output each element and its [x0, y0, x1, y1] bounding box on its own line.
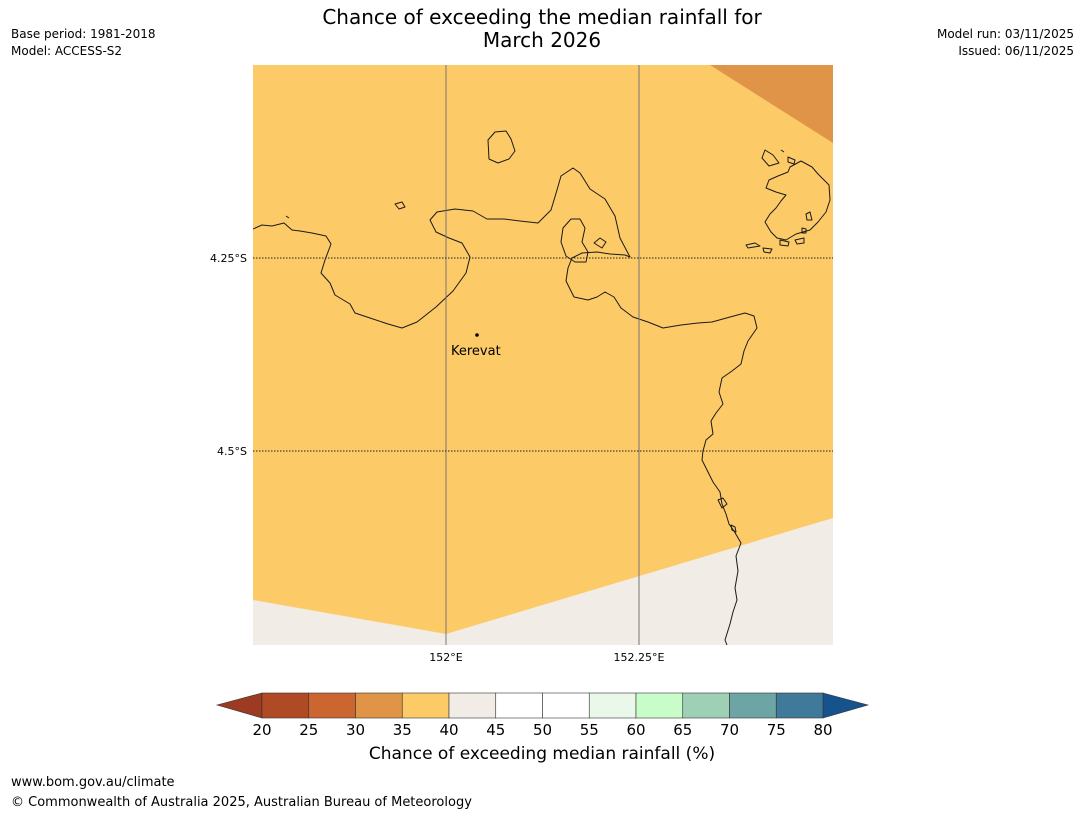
- colorbar-tick-40: 40: [439, 721, 458, 739]
- colorbar-segment-70-75: [729, 692, 777, 719]
- title-line-1: Chance of exceeding the median rainfall …: [322, 5, 762, 29]
- colorbar: 20 25 30 35 40 45 50 55 60 65 70 75 80: [215, 692, 870, 739]
- lat-label-4-5s: 4.5°S: [217, 445, 247, 458]
- axis-labels: 4.25°S 4.5°S 152°E 152.25°E: [210, 252, 664, 664]
- colorbar-segment-25-30: [308, 692, 356, 719]
- region-40-45: [253, 518, 833, 645]
- colorbar-ticks: 20 25 30 35 40 45 50 55 60 65 70 75 80: [252, 721, 832, 739]
- model-name: Model: ACCESS-S2: [11, 44, 123, 58]
- region-30-35: [710, 65, 833, 143]
- colorbar-segment-75-80: [775, 692, 824, 719]
- colorbar-segments: [261, 692, 824, 719]
- colorbar-tick-30: 30: [346, 721, 365, 739]
- metadata-left: Base period: 1981-2018 Model: ACCESS-S2: [11, 26, 156, 60]
- lon-label-152-25e: 152.25°E: [614, 651, 665, 664]
- colorbar-tick-75: 75: [767, 721, 786, 739]
- latitude-gridlines: [253, 257, 833, 452]
- colorbar-segment-45-50: [495, 692, 543, 719]
- colorbar-tick-45: 45: [486, 721, 505, 739]
- lon-label-152e: 152°E: [429, 651, 462, 664]
- colorbar-segment-20-25: [261, 692, 310, 719]
- base-period: Base period: 1981-2018: [11, 27, 156, 41]
- colorbar-tick-25: 25: [299, 721, 318, 739]
- colorbar-segment-35-40: [401, 692, 450, 719]
- colorbar-below-arrow: [215, 692, 263, 719]
- colorbar-segment-55-60: [588, 692, 637, 719]
- map-area: Kerevat: [253, 65, 833, 645]
- footer-url: www.bom.gov.au/climate: [11, 775, 175, 790]
- colorbar-segment-30-35: [355, 692, 403, 719]
- colorbar-tick-65: 65: [673, 721, 692, 739]
- title-line-2: March 2026: [482, 28, 602, 52]
- model-run: Model run: 03/11/2025: [936, 27, 1074, 41]
- colorbar-segment-60-65: [635, 692, 684, 719]
- colorbar-label: Chance of exceeding median rainfall (%): [368, 744, 716, 764]
- colorbar-tick-80: 80: [813, 721, 832, 739]
- colorbar-tick-20: 20: [252, 721, 271, 739]
- colorbar-segment-40-45: [448, 692, 497, 719]
- colorbar-tick-70: 70: [720, 721, 739, 739]
- town-label-kerevat: Kerevat: [451, 344, 501, 359]
- colorbar-segment-50-55: [542, 692, 590, 719]
- map-title: Chance of exceeding the median rainfall …: [242, 6, 842, 52]
- lat-label-4-25s: 4.25°S: [210, 252, 247, 265]
- colorbar-segment-65-70: [682, 692, 730, 719]
- footer-copyright: © Commonwealth of Australia 2025, Austra…: [11, 795, 472, 810]
- coastline: [253, 130, 831, 645]
- issued-date: Issued: 06/11/2025: [958, 44, 1074, 58]
- longitude-gridlines: [445, 65, 640, 645]
- colorbar-above-arrow: [822, 692, 870, 719]
- colorbar-tick-35: 35: [393, 721, 412, 739]
- colorbar-tick-60: 60: [626, 721, 645, 739]
- colorbar-tick-50: 50: [533, 721, 552, 739]
- town-marker-kerevat: [475, 333, 479, 337]
- colorbar-tick-55: 55: [580, 721, 599, 739]
- metadata-right: Model run: 03/11/2025 Issued: 06/11/2025: [937, 26, 1074, 60]
